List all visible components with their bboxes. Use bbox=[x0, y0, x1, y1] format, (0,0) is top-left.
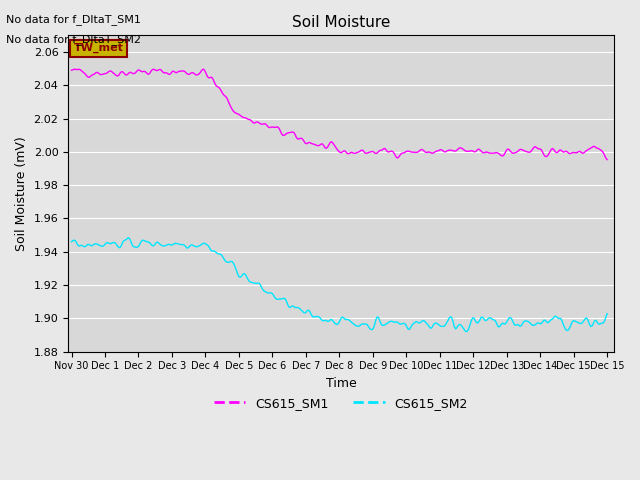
X-axis label: Time: Time bbox=[326, 377, 356, 390]
Title: Soil Moisture: Soil Moisture bbox=[292, 15, 390, 30]
Text: TW_met: TW_met bbox=[74, 43, 124, 53]
Y-axis label: Soil Moisture (mV): Soil Moisture (mV) bbox=[15, 136, 28, 251]
Text: No data for f_DltaT_SM1: No data for f_DltaT_SM1 bbox=[6, 14, 141, 25]
Text: No data for f_DltaT_SM2: No data for f_DltaT_SM2 bbox=[6, 34, 141, 45]
Legend: CS615_SM1, CS615_SM2: CS615_SM1, CS615_SM2 bbox=[209, 392, 473, 415]
